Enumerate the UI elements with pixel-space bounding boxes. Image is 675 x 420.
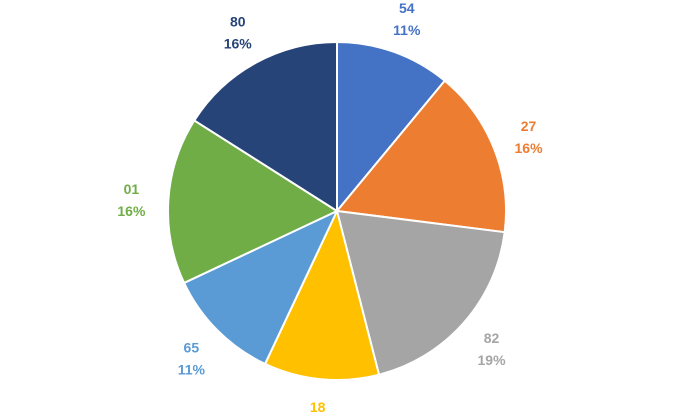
category-label-65: 65: [184, 340, 200, 356]
category-label-18: 18: [310, 399, 326, 415]
percent-label-82: 19%: [478, 352, 507, 368]
category-label-80: 80: [230, 13, 246, 29]
percent-label-80: 16%: [224, 35, 253, 51]
pie-slice-18: [263, 208, 381, 381]
pie-slice-65: [182, 208, 340, 366]
percent-label-01: 16%: [117, 203, 146, 219]
category-label-27: 27: [521, 118, 537, 134]
percent-label-54: 11%: [393, 22, 421, 38]
percent-label-65: 11%: [178, 362, 206, 378]
percent-label-27: 16%: [515, 140, 544, 156]
category-label-01: 01: [124, 181, 140, 197]
pie-slice-82: [335, 209, 506, 376]
category-label-54: 54: [399, 0, 415, 16]
category-label-82: 82: [484, 330, 500, 346]
pie-slice-54: [336, 40, 447, 214]
pie-slices-group: [167, 40, 507, 381]
pie-slice-27: [335, 79, 507, 234]
pie-slice-01: [167, 119, 340, 285]
pie-slice-80: [192, 40, 338, 213]
